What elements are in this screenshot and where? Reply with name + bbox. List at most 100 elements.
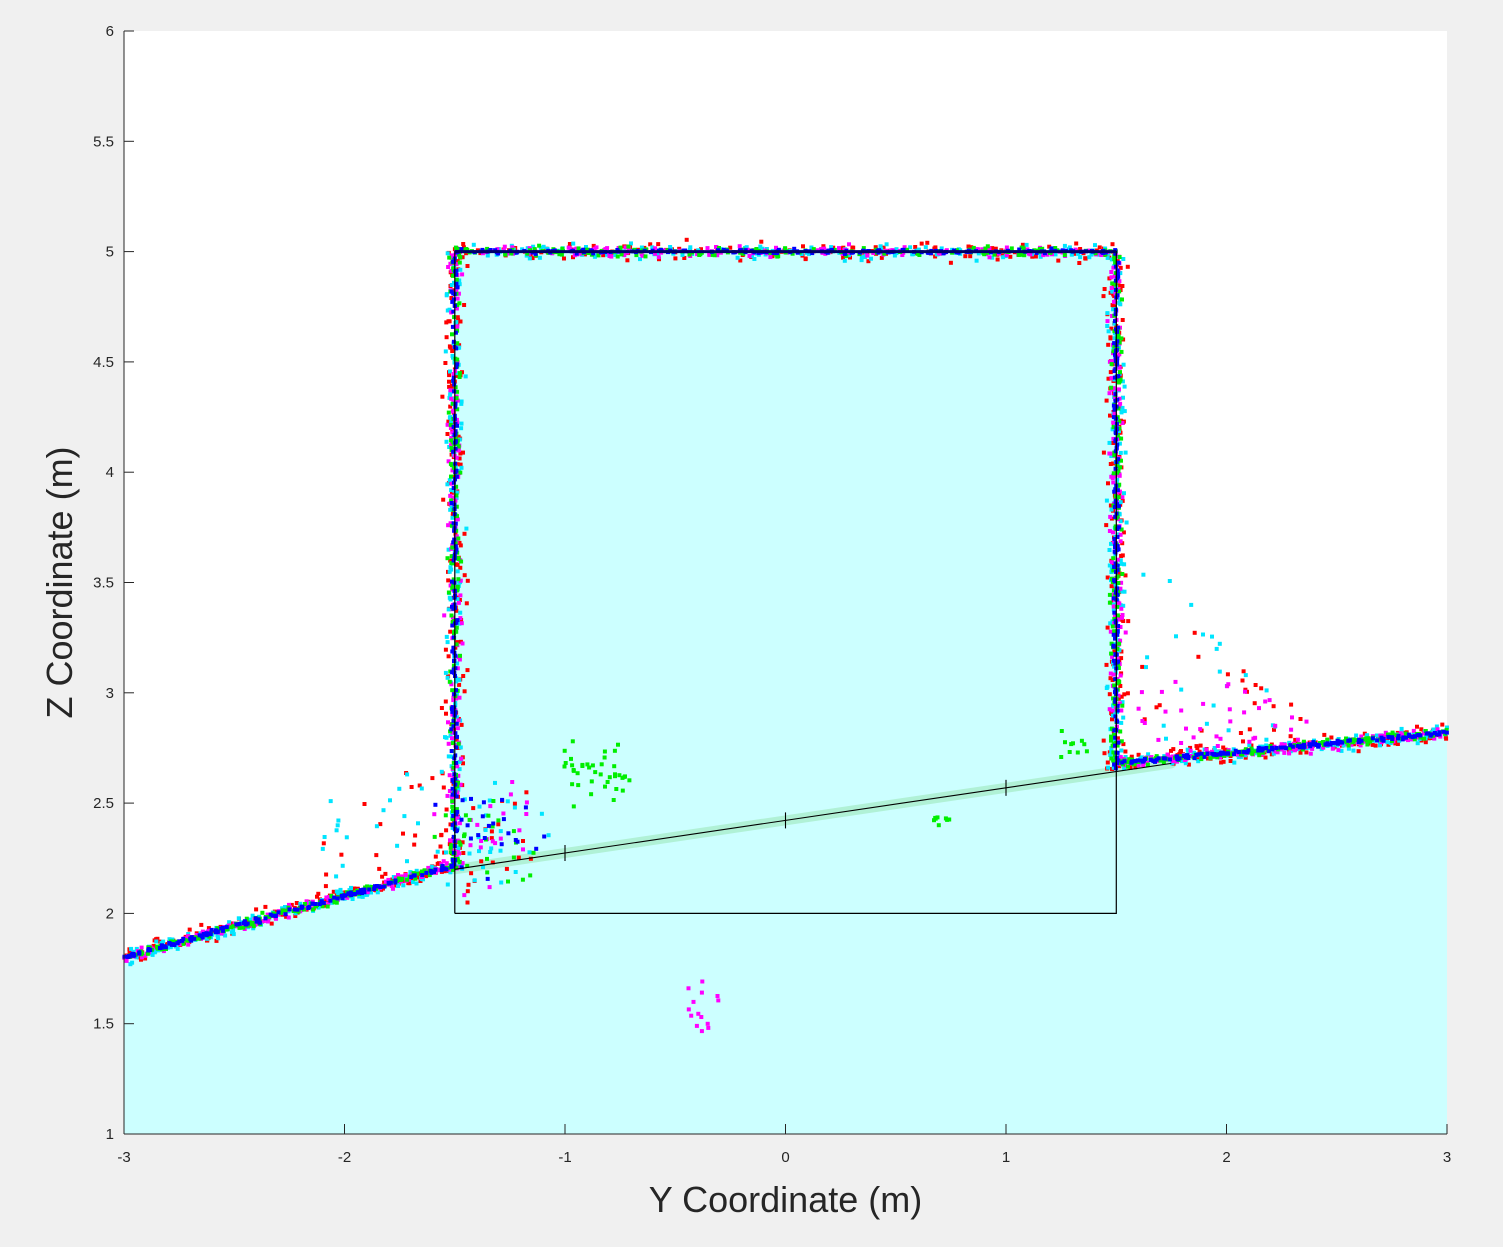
data-point	[200, 933, 205, 938]
data-point	[462, 797, 467, 802]
data-point	[459, 247, 464, 252]
data-point	[807, 251, 811, 256]
data-point	[1444, 730, 1449, 735]
data-point	[465, 264, 470, 268]
data-point	[1339, 748, 1344, 753]
data-point	[219, 926, 224, 931]
data-point	[1119, 458, 1123, 463]
data-point	[1117, 404, 1122, 409]
data-point	[406, 881, 411, 886]
data-point	[451, 760, 456, 765]
data-point	[1118, 370, 1122, 375]
data-point	[453, 544, 458, 549]
data-point	[503, 252, 508, 257]
data-point	[389, 884, 394, 888]
data-point	[1179, 741, 1184, 745]
data-point	[1115, 276, 1120, 281]
data-point	[1198, 727, 1203, 732]
data-point	[462, 303, 467, 307]
data-point	[454, 852, 459, 857]
data-point	[1115, 442, 1120, 447]
data-point	[537, 255, 542, 260]
data-point	[1110, 427, 1115, 432]
data-point	[455, 259, 460, 264]
data-point	[1004, 245, 1009, 250]
data-point	[131, 952, 136, 956]
data-point	[1243, 753, 1248, 758]
data-point	[433, 802, 438, 807]
data-point	[501, 811, 506, 816]
data-point	[332, 895, 337, 900]
data-point	[1115, 632, 1120, 637]
data-point	[1325, 737, 1330, 742]
data-point	[613, 253, 618, 257]
data-point	[575, 771, 580, 776]
data-point	[454, 547, 459, 552]
data-point	[1116, 504, 1121, 509]
data-point	[496, 822, 501, 827]
data-point	[894, 247, 899, 252]
data-point	[1212, 746, 1217, 750]
data-point	[427, 873, 432, 878]
data-point	[1004, 253, 1009, 258]
data-point	[1410, 735, 1415, 739]
data-point	[562, 764, 567, 769]
data-point	[446, 607, 451, 612]
data-point	[446, 459, 451, 464]
data-point	[502, 244, 507, 249]
data-point	[488, 850, 493, 854]
data-point	[1228, 759, 1233, 763]
data-point	[1111, 607, 1116, 612]
data-point	[485, 870, 490, 875]
data-point	[1161, 723, 1166, 728]
data-point	[1111, 471, 1116, 476]
data-point	[449, 727, 454, 732]
data-point	[1257, 706, 1261, 711]
data-point	[241, 925, 246, 930]
data-point	[455, 764, 460, 769]
data-point	[451, 540, 456, 545]
data-point	[129, 946, 134, 951]
data-point	[1115, 563, 1120, 568]
data-point	[456, 291, 461, 296]
data-point	[668, 245, 673, 249]
data-point	[1121, 530, 1126, 535]
data-point	[451, 645, 456, 650]
data-point	[451, 309, 456, 314]
data-point	[224, 927, 229, 932]
data-point	[1115, 502, 1120, 507]
data-point	[1116, 666, 1121, 670]
data-point	[1390, 739, 1394, 744]
data-point	[456, 845, 461, 850]
data-point	[1167, 757, 1172, 762]
data-point	[462, 689, 467, 694]
data-point	[444, 439, 449, 444]
data-point	[393, 880, 398, 885]
data-point	[1197, 749, 1202, 754]
data-point	[421, 871, 426, 875]
data-point	[1365, 742, 1370, 747]
data-point	[1111, 480, 1116, 485]
data-point	[1115, 272, 1120, 277]
y-tick-label: 3	[106, 685, 114, 702]
data-point	[336, 818, 341, 823]
data-point	[1217, 641, 1222, 646]
data-point	[455, 315, 460, 320]
data-point	[1112, 658, 1116, 663]
data-point	[900, 247, 905, 252]
data-point	[244, 916, 249, 921]
data-point	[1115, 361, 1120, 365]
data-point	[1221, 759, 1226, 764]
data-point	[455, 341, 460, 346]
data-point	[1119, 580, 1124, 585]
data-point	[1017, 247, 1022, 252]
data-point	[1109, 541, 1113, 546]
data-point	[1165, 752, 1170, 757]
data-point	[145, 951, 150, 956]
data-point	[1351, 737, 1356, 742]
data-point	[265, 912, 270, 917]
data-point	[454, 528, 459, 533]
data-point	[449, 749, 454, 753]
data-point	[452, 659, 456, 663]
data-point	[461, 242, 466, 246]
